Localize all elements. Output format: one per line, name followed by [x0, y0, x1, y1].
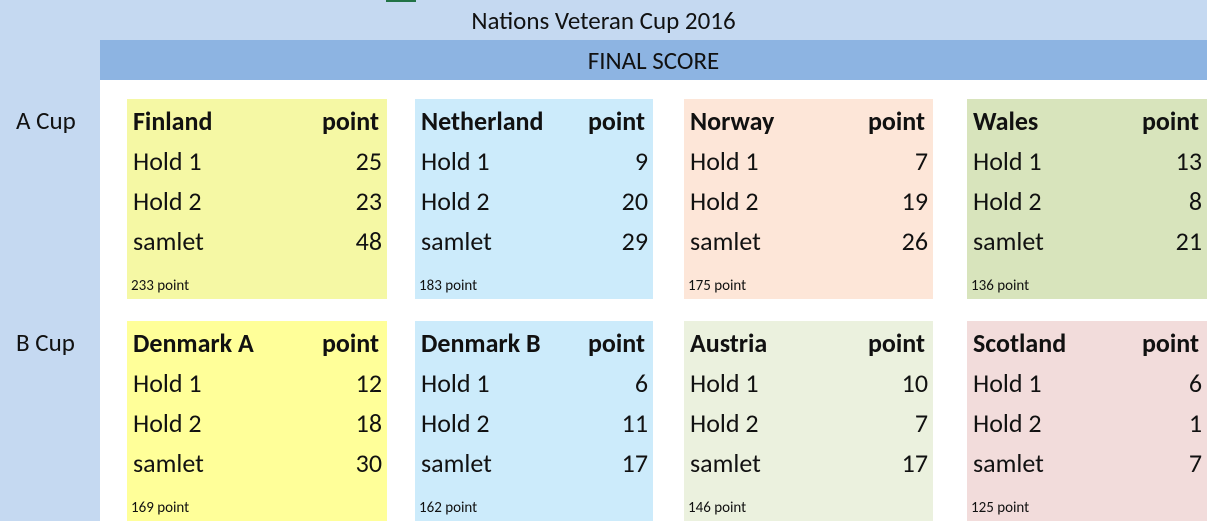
- row-value: 7: [914, 407, 928, 439]
- row-label: Hold 2: [690, 185, 759, 217]
- row-value: 9: [634, 145, 648, 177]
- row-value: 6: [1188, 367, 1202, 399]
- row-label: Hold 1: [690, 367, 759, 399]
- row-value: 10: [901, 367, 928, 399]
- row-value: 29: [621, 225, 648, 257]
- team-name: Austria: [690, 327, 768, 359]
- row-label: samlet: [421, 447, 492, 479]
- row-label: Hold 2: [133, 185, 202, 217]
- column-header: point: [587, 105, 645, 137]
- team-card: Denmark A point Hold 1 12 Hold 2 18 samlet 30 16…: [127, 321, 387, 521]
- team-card: Austria point Hold 1 10 Hold 2 7 samlet 17 146 p…: [684, 321, 933, 521]
- team-card: Norway point Hold 1 7 Hold 2 19 samlet 26 175 po…: [684, 99, 933, 299]
- total: 175 point: [688, 277, 747, 295]
- cup-label: A Cup: [16, 105, 76, 136]
- row-value: 19: [901, 185, 928, 217]
- total: 146 point: [688, 499, 747, 517]
- row-value: 21: [1175, 225, 1202, 257]
- row-label: Hold 2: [973, 407, 1042, 439]
- row-value: 17: [901, 447, 928, 479]
- subtitle: FINAL SCORE: [100, 40, 1207, 80]
- total: 162 point: [419, 499, 478, 517]
- team-name: Denmark B: [421, 327, 541, 359]
- team-name: Scotland: [973, 327, 1067, 359]
- row-value: 25: [355, 145, 382, 177]
- row-label: samlet: [690, 225, 761, 257]
- title: Nations Veteran Cup 2016: [0, 0, 1207, 40]
- row-value: 26: [901, 225, 928, 257]
- column-header: point: [321, 327, 379, 359]
- selection-mark: [386, 0, 416, 2]
- column-header: point: [587, 327, 645, 359]
- row-label: Hold 1: [421, 367, 490, 399]
- row-label: samlet: [973, 447, 1044, 479]
- cup-label: B Cup: [16, 327, 75, 358]
- team-name: Norway: [690, 105, 775, 137]
- team-name: Wales: [973, 105, 1039, 137]
- team-card: Scotland point Hold 1 6 Hold 2 1 samlet 7 125 po…: [967, 321, 1207, 521]
- column-header: point: [867, 327, 925, 359]
- column-header: point: [867, 105, 925, 137]
- team-name: Finland: [133, 105, 213, 137]
- team-name: Denmark A: [133, 327, 254, 359]
- row-label: samlet: [421, 225, 492, 257]
- row-value: 7: [1188, 447, 1202, 479]
- team-name: Netherland: [421, 105, 544, 137]
- team-card: Netherland point Hold 1 9 Hold 2 20 samlet 29 18…: [415, 99, 653, 299]
- row-label: Hold 1: [973, 367, 1042, 399]
- row-label: Hold 2: [421, 407, 490, 439]
- row-label: samlet: [973, 225, 1044, 257]
- row-label: Hold 2: [973, 185, 1042, 217]
- row-label: Hold 1: [133, 367, 202, 399]
- row-label: samlet: [133, 225, 204, 257]
- row-value: 6: [634, 367, 648, 399]
- row-value: 23: [355, 185, 382, 217]
- row-value: 30: [355, 447, 382, 479]
- row-label: Hold 1: [973, 145, 1042, 177]
- total: 183 point: [419, 277, 478, 295]
- row-value: 13: [1175, 145, 1202, 177]
- row-value: 7: [914, 145, 928, 177]
- total: 169 point: [131, 499, 190, 517]
- total: 233 point: [131, 277, 190, 295]
- row-value: 20: [621, 185, 648, 217]
- team-card: Finland point Hold 1 25 Hold 2 23 samlet 48 233 …: [127, 99, 387, 299]
- row-label: Hold 1: [690, 145, 759, 177]
- column-header: point: [321, 105, 379, 137]
- row-label: Hold 1: [133, 145, 202, 177]
- total: 136 point: [971, 277, 1030, 295]
- row-value: 18: [355, 407, 382, 439]
- team-card: Denmark B point Hold 1 6 Hold 2 11 samlet 17 162…: [415, 321, 653, 521]
- row-label: samlet: [690, 447, 761, 479]
- row-label: Hold 2: [690, 407, 759, 439]
- row-value: 48: [355, 225, 382, 257]
- column-header: point: [1141, 105, 1199, 137]
- total: 125 point: [971, 499, 1030, 517]
- row-value: 12: [355, 367, 382, 399]
- row-value: 1: [1188, 407, 1202, 439]
- team-card: Wales point Hold 1 13 Hold 2 8 samlet 21 136 poi…: [967, 99, 1207, 299]
- row-value: 17: [621, 447, 648, 479]
- row-header-band: [0, 0, 100, 521]
- row-label: Hold 2: [421, 185, 490, 217]
- row-label: Hold 2: [133, 407, 202, 439]
- row-label: samlet: [133, 447, 204, 479]
- row-label: Hold 1: [421, 145, 490, 177]
- row-value: 8: [1188, 185, 1202, 217]
- row-value: 11: [621, 407, 648, 439]
- column-header: point: [1141, 327, 1199, 359]
